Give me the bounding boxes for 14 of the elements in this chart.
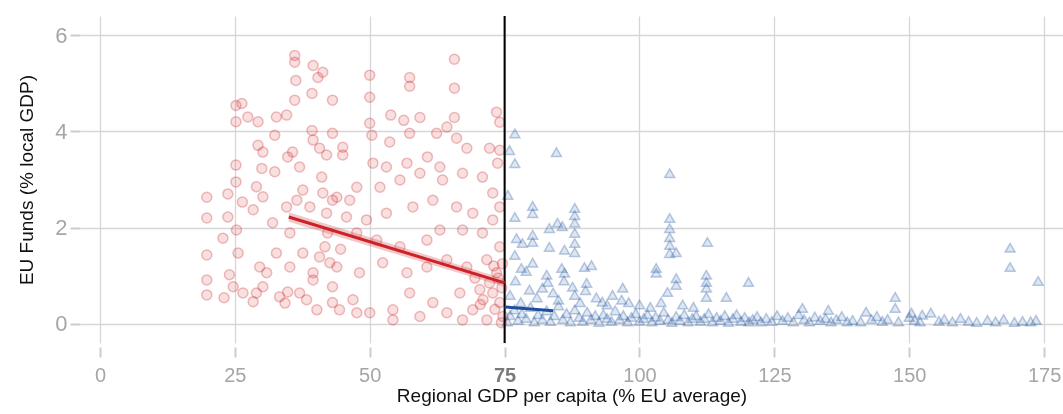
y-tick-label: 0 (55, 311, 68, 337)
x-tick-label: 50 (359, 363, 382, 386)
y-tick-label: 6 (55, 22, 68, 48)
x-tick-label: 0 (94, 363, 107, 386)
y-tick-label: 2 (55, 215, 68, 241)
x-tick-label: 125 (758, 363, 792, 386)
x-axis-title: Regional GDP per capita (% EU average) (396, 384, 748, 406)
x-tick-label: 100 (623, 363, 657, 386)
x-tick-label: 25 (224, 363, 247, 386)
y-tick-label: 4 (55, 118, 68, 144)
x-tick-label: 150 (893, 363, 927, 386)
y-axis-title: EU Funds (% local GDP) (16, 74, 38, 286)
x-tick-label: 75 (493, 363, 517, 386)
x-tick-label: 175 (1027, 363, 1062, 386)
